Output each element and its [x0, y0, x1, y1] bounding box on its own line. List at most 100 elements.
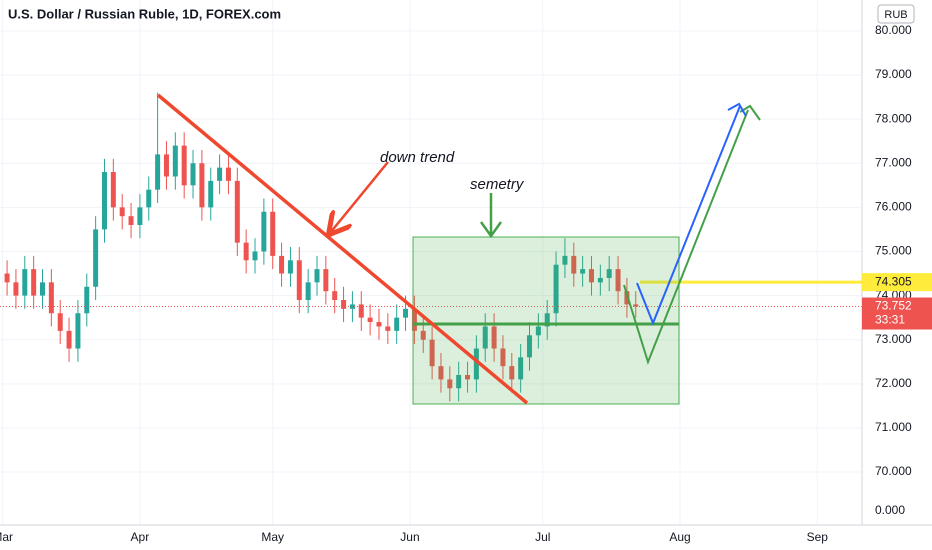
trend-line: [156, 93, 529, 405]
annotation: down trend: [380, 149, 455, 166]
candle-body: [93, 229, 99, 287]
candle-body: [500, 348, 506, 367]
candle-body: [217, 167, 223, 181]
candle-body: [243, 242, 249, 261]
candle-body: [588, 269, 594, 283]
candle-body: [606, 269, 612, 278]
candle-body: [465, 375, 471, 380]
y-tick-label: 70.000: [875, 464, 912, 478]
candle-body: [48, 282, 54, 314]
candle-body: [544, 313, 550, 327]
candle-body: [252, 251, 258, 261]
candle-body: [571, 255, 577, 274]
candle-body: [305, 282, 311, 300]
y-tick-label: 73.000: [875, 332, 912, 346]
level-badge: [862, 273, 932, 292]
scale-zero-label: 0.000: [875, 503, 905, 517]
candle-body: [562, 255, 568, 265]
candle-body: [270, 211, 276, 256]
candle-body: [367, 317, 373, 323]
candle-body: [225, 167, 231, 181]
candle-body: [22, 269, 28, 296]
candle-body: [597, 277, 603, 283]
level-label: 74.305: [875, 274, 912, 288]
y-tick-label: 76.000: [875, 200, 912, 214]
candle-body: [358, 304, 364, 318]
candle-body: [580, 269, 586, 274]
candle-body: [101, 172, 107, 230]
x-tick-label: Mar: [0, 530, 13, 544]
candle-body: [615, 269, 621, 292]
candle-body: [40, 282, 46, 296]
candle-body: [4, 273, 10, 283]
candle-body: [163, 154, 169, 177]
candle-body: [553, 264, 559, 314]
candle-body: [482, 326, 488, 349]
time-axis: [0, 525, 932, 550]
y-tick-label: 72.000: [875, 376, 912, 390]
candle-body: [296, 260, 302, 300]
candle-body: [332, 291, 338, 300]
candle-body: [119, 207, 125, 217]
candle-body: [128, 216, 134, 225]
countdown-label: 33:31: [875, 313, 905, 327]
last-price-label: 73.752: [875, 299, 912, 313]
candle-body: [234, 180, 240, 243]
annotation: semetry: [470, 176, 525, 193]
candle-body: [323, 269, 329, 292]
price-labels: 71.00072.00073.00074.00075.00076.00077.0…: [0, 23, 932, 544]
y-tick-label: 71.000: [875, 420, 912, 434]
candle-body: [279, 255, 285, 274]
candle-body: [199, 163, 205, 208]
candle-body: [535, 326, 541, 336]
y-tick-label: 79.000: [875, 67, 912, 81]
candle-body: [429, 339, 435, 367]
candle-body: [420, 330, 426, 340]
symmetry-box: [412, 236, 680, 405]
candle-body: [155, 154, 161, 190]
candle-body: [438, 366, 444, 380]
currency-label: RUB: [884, 9, 907, 21]
chart-title: U.S. Dollar / Russian Ruble, 1D, FOREX.c…: [8, 6, 281, 21]
candle-body: [349, 304, 355, 309]
candle-body: [146, 189, 152, 208]
candle-body: [261, 211, 267, 252]
candle-body: [509, 366, 515, 380]
candle-body: [66, 330, 72, 349]
y-tick-label: 77.000: [875, 155, 912, 169]
trend-arrow: [330, 161, 389, 233]
x-tick-label: Aug: [669, 530, 690, 544]
x-tick-label: Jun: [400, 530, 419, 544]
currency-badge[interactable]: [877, 4, 915, 24]
candle-body: [624, 291, 630, 305]
y-tick-label: 80.000: [875, 23, 912, 37]
candle-body: [84, 286, 90, 314]
candle-body: [491, 326, 497, 349]
plot-area: [0, 0, 862, 525]
candle-body: [181, 145, 187, 186]
candle-body: [473, 348, 479, 380]
candle-body: [394, 317, 400, 331]
candle-body: [110, 172, 116, 208]
candle-body: [287, 260, 293, 274]
candle-body: [456, 375, 462, 389]
candle-body: [190, 163, 196, 186]
semetry-arrow: [479, 193, 503, 239]
candle-body: [208, 180, 214, 208]
candle-body: [527, 335, 533, 358]
candle-body: [137, 207, 143, 225]
candle-body: [411, 308, 417, 331]
last-price-badge: [862, 297, 932, 330]
x-tick-label: Jul: [535, 530, 550, 544]
y-tick-label: 75.000: [875, 244, 912, 258]
x-tick-label: Sep: [807, 530, 829, 544]
candle-body: [13, 282, 19, 296]
candle-body: [57, 313, 63, 331]
candle-body: [75, 313, 81, 349]
candle-body: [403, 308, 409, 318]
candle-body: [447, 379, 453, 389]
candle-body: [518, 357, 524, 380]
candle-body: [314, 269, 320, 283]
candle-body: [633, 304, 639, 307]
